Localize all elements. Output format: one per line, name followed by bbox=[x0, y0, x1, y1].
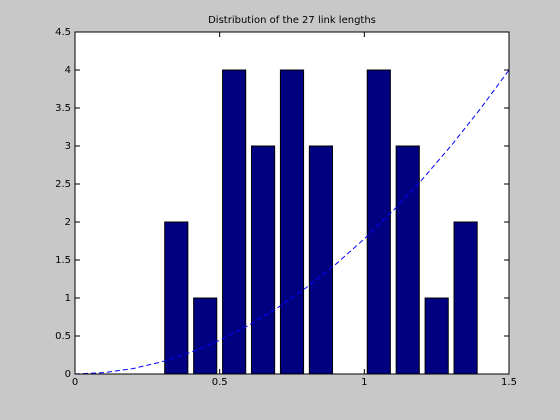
y-tick-label: 2.5 bbox=[55, 179, 71, 190]
x-tick-label: 0 bbox=[72, 377, 78, 388]
bar bbox=[366, 69, 391, 375]
axes-box bbox=[74, 31, 510, 375]
bar bbox=[164, 221, 189, 375]
curve bbox=[74, 69, 510, 375]
y-tick-label: 3.5 bbox=[55, 103, 71, 114]
bar bbox=[193, 297, 218, 375]
x-tick-label: 0.5 bbox=[212, 377, 228, 388]
y-tick-label: 4 bbox=[65, 65, 71, 76]
y-tick-label: 1.5 bbox=[55, 255, 71, 266]
bar bbox=[222, 69, 247, 375]
y-tick-label: 1 bbox=[65, 293, 71, 304]
x-tick-label: 1.5 bbox=[501, 377, 517, 388]
y-tick-label: 0.5 bbox=[55, 331, 71, 342]
y-tick-label: 2 bbox=[65, 217, 71, 228]
y-tick-label: 3 bbox=[65, 141, 71, 152]
chart-title: Distribution of the 27 link lengths bbox=[208, 15, 376, 26]
bar bbox=[308, 145, 334, 375]
bar bbox=[250, 145, 276, 375]
bar bbox=[453, 221, 478, 375]
bar bbox=[424, 297, 449, 375]
y-tick-label: 4.5 bbox=[55, 27, 71, 38]
y-tick-label: 0 bbox=[65, 369, 71, 380]
bar bbox=[395, 145, 420, 375]
x-tick-label: 1 bbox=[361, 377, 367, 388]
bar bbox=[279, 69, 305, 375]
